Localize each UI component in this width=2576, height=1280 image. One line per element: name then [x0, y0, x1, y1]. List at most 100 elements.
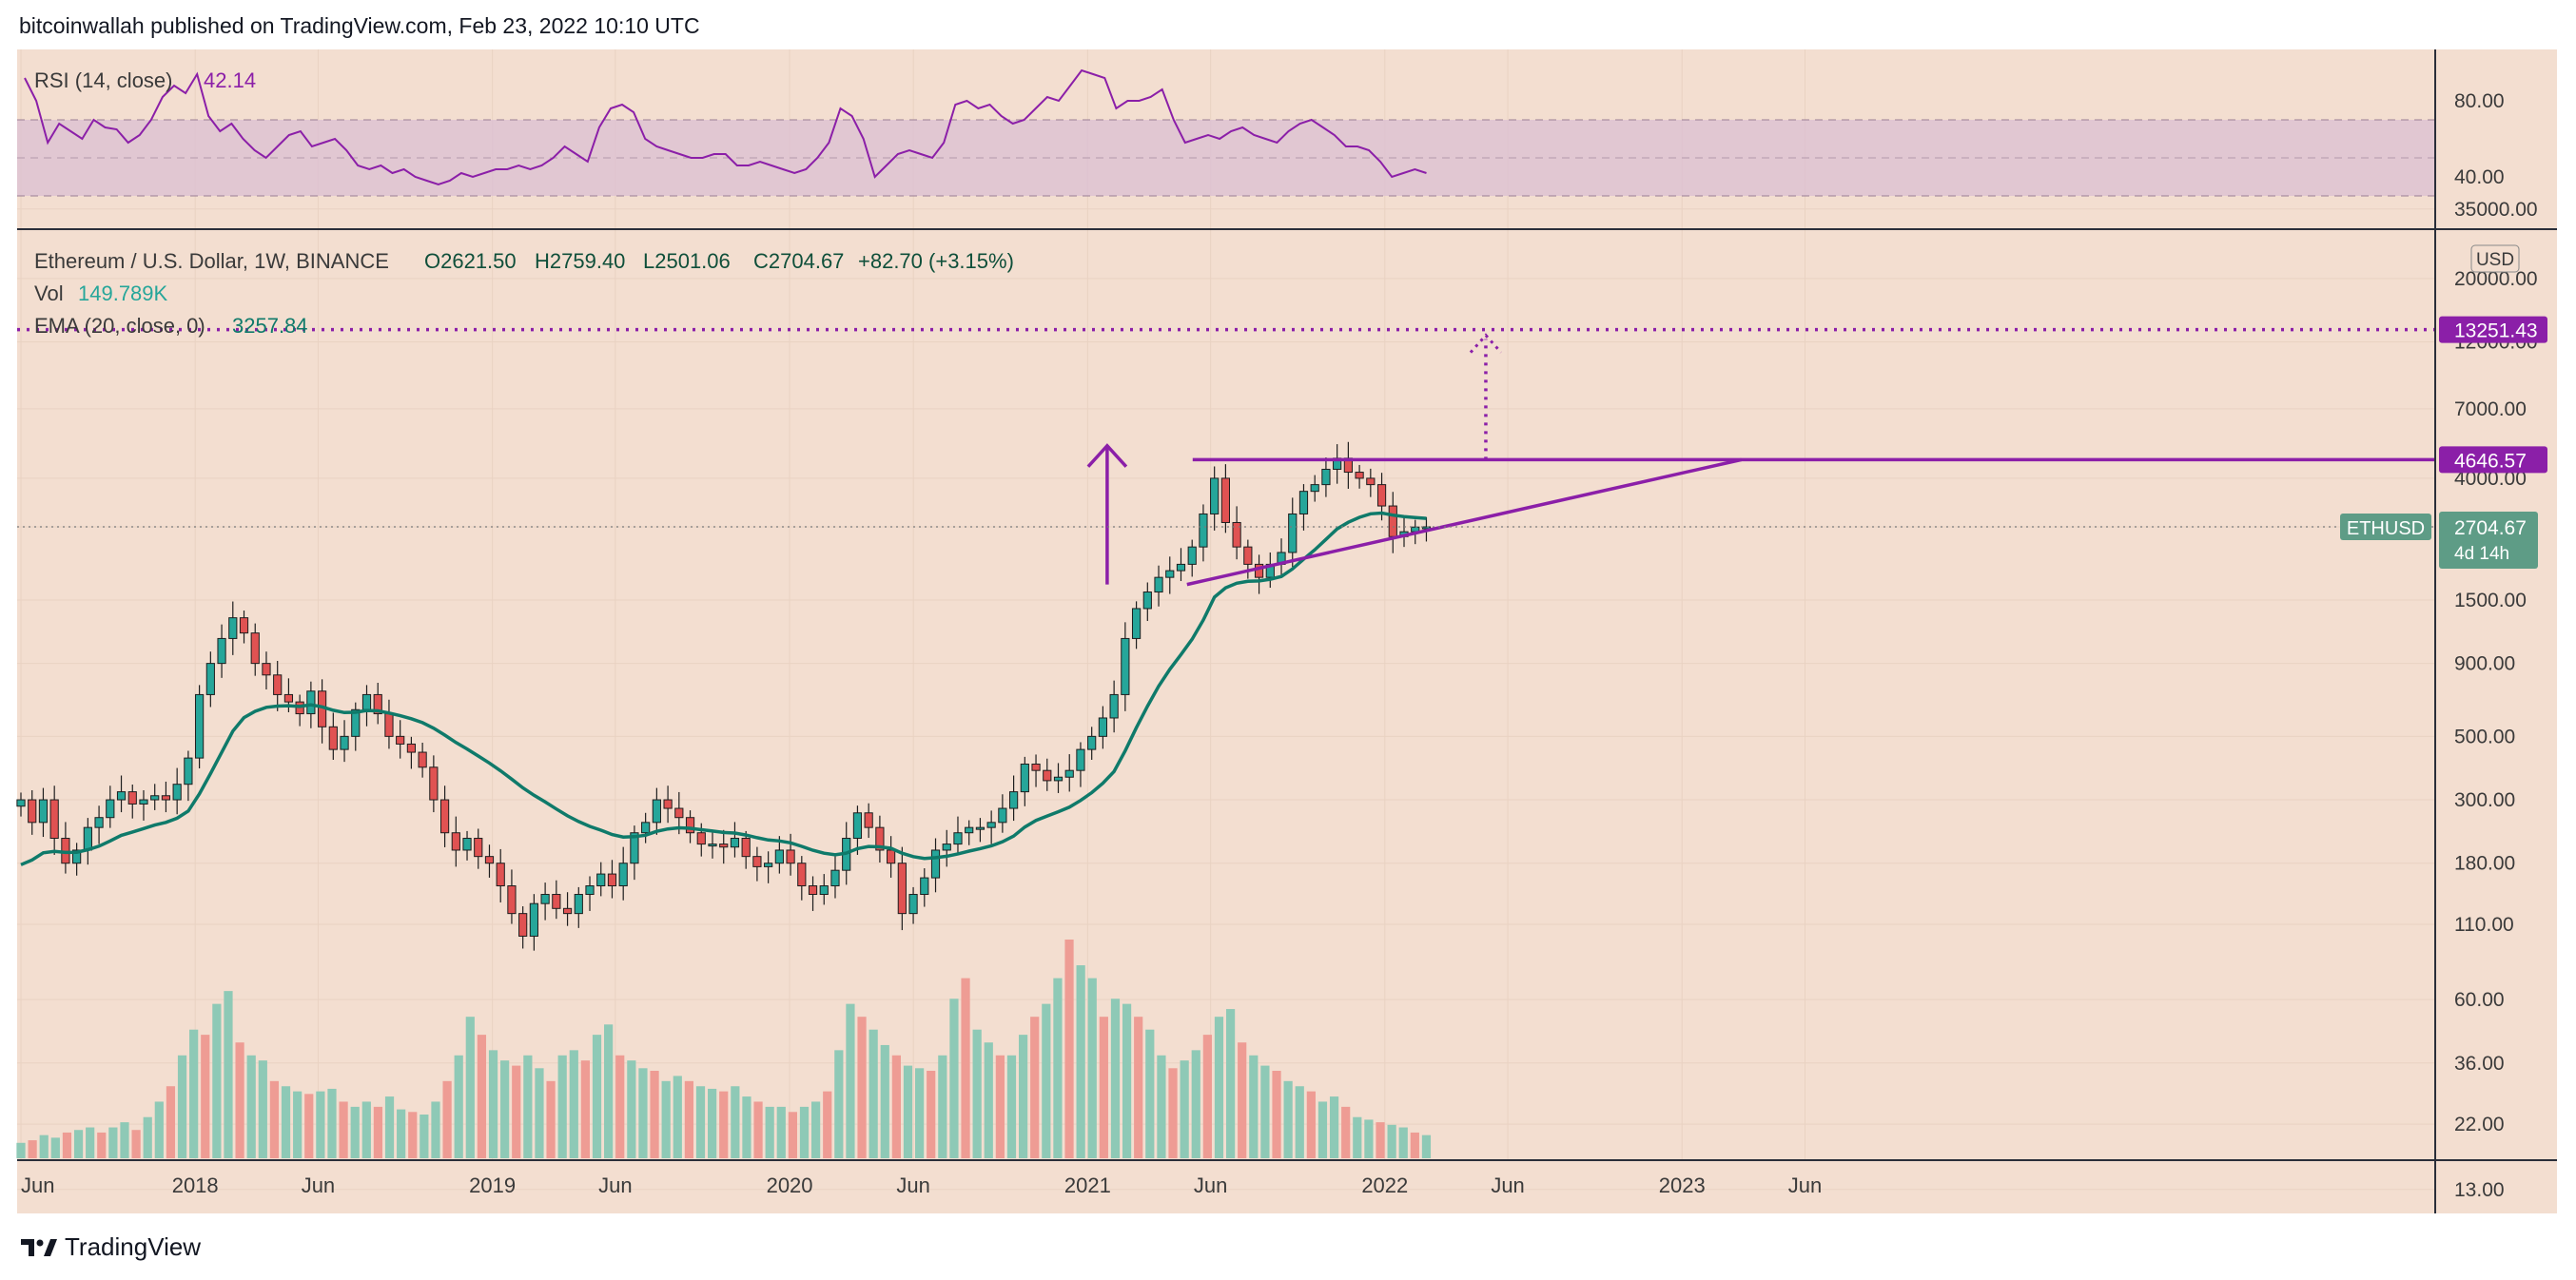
volume-bar — [580, 1060, 591, 1158]
volume-bar — [546, 1080, 556, 1158]
candle-body — [1008, 791, 1019, 809]
volume-bar — [880, 1044, 889, 1158]
volume-bar — [120, 1122, 129, 1158]
candle-body — [574, 894, 583, 915]
candle-body — [172, 784, 182, 801]
volume-bar — [846, 1003, 855, 1158]
volume-bar — [1341, 1106, 1351, 1158]
candle-body — [1220, 477, 1230, 523]
candle-body — [1187, 546, 1197, 565]
volume-bar — [1387, 1124, 1396, 1158]
volume-bar — [1134, 1017, 1143, 1158]
publish-header: bitcoinwallah published on TradingView.c… — [19, 13, 700, 39]
volume-bar — [316, 1091, 325, 1158]
volume-bar — [50, 1137, 60, 1158]
volume-bar — [949, 999, 959, 1158]
volume-bar — [731, 1086, 740, 1158]
volume-bar — [799, 1106, 810, 1158]
rsi-legend-value: 42.14 — [204, 68, 256, 92]
candle-body — [674, 807, 684, 819]
volume-bar — [384, 1096, 395, 1158]
volume-bar — [719, 1091, 729, 1158]
volume-bar — [454, 1055, 463, 1158]
volume-bar — [1076, 965, 1085, 1158]
volume-bar — [154, 1101, 164, 1158]
candle-body — [1388, 505, 1397, 537]
volume-bar — [984, 1042, 993, 1158]
candle-body — [752, 856, 762, 867]
candle-body — [484, 856, 495, 864]
candle-body — [418, 751, 427, 768]
candle-body — [1154, 576, 1163, 593]
volume-bar — [1306, 1091, 1316, 1158]
candle-body — [652, 799, 661, 824]
volume-bar — [62, 1132, 72, 1158]
volume-bar — [28, 1140, 37, 1158]
price-tick-label: 7000.00 — [2454, 398, 2527, 420]
time-tick-label: Jun — [302, 1173, 335, 1197]
candle-body — [808, 885, 818, 896]
volume-bar — [269, 1080, 280, 1158]
candle-body — [1031, 763, 1041, 771]
volume-bar — [258, 1060, 267, 1158]
candle-body — [1321, 468, 1331, 486]
volume-bar — [1249, 1055, 1259, 1158]
candle-body — [641, 822, 651, 834]
volume-bar — [903, 1065, 913, 1158]
candle-body — [72, 849, 82, 864]
volume-bar — [1283, 1080, 1293, 1158]
candle-body — [1043, 769, 1052, 782]
volume-bar — [465, 1017, 475, 1158]
candle-body — [1064, 769, 1074, 778]
volume-bar — [442, 1080, 452, 1158]
level-tag-bg — [2439, 316, 2547, 343]
volume-bar — [961, 978, 970, 1158]
volume-bar — [397, 1109, 406, 1158]
candle-body — [127, 791, 137, 805]
symbol-title: Ethereum / U.S. Dollar, 1W, BINANCE — [34, 249, 389, 273]
volume-bar — [304, 1094, 314, 1158]
volume-bar — [86, 1127, 95, 1158]
time-tick-label: 2019 — [469, 1173, 516, 1197]
volume-bar — [927, 1071, 936, 1158]
candle-body — [518, 913, 528, 937]
drawings — [17, 327, 2435, 587]
candle-body — [1131, 608, 1142, 639]
volume-bar — [788, 1112, 797, 1158]
volume-bar — [811, 1101, 821, 1158]
last-price-tag-bg — [2439, 512, 2538, 569]
candle-body — [1142, 592, 1152, 610]
ohlc-high: H2759.40 — [535, 249, 625, 273]
candle-body — [451, 832, 460, 851]
volume-bar — [1110, 999, 1121, 1158]
rsi-legend-label: RSI (14, close) — [34, 68, 173, 92]
volume-bar — [1421, 1135, 1432, 1158]
candle-body — [830, 869, 840, 887]
price-tick-label: 13.00 — [2454, 1179, 2505, 1201]
footer: TradingView — [19, 1232, 201, 1262]
candle-body — [351, 708, 361, 737]
candle-body — [507, 885, 517, 915]
volume-bar — [1122, 1003, 1132, 1158]
candle-body — [283, 693, 294, 703]
currency-tag-bg — [2470, 244, 2520, 273]
last-price-label: 2704.67 — [2454, 517, 2527, 539]
volume-bar — [431, 1101, 440, 1158]
volume-bar — [97, 1132, 107, 1158]
level-tag-label: 4646.57 — [2454, 450, 2527, 472]
candle-body — [439, 799, 450, 834]
candle-body — [741, 838, 751, 858]
candle-body — [228, 617, 238, 639]
volume-bar — [500, 1060, 510, 1158]
candle-body — [1098, 717, 1108, 737]
volume-bar — [891, 1055, 901, 1158]
volume-bar — [143, 1116, 152, 1158]
candle-body — [920, 877, 929, 896]
candle-body — [273, 674, 283, 695]
candle-body — [774, 849, 784, 864]
volume-bar — [1030, 1017, 1040, 1158]
volume-bar — [857, 1017, 867, 1158]
candle-body — [1121, 637, 1130, 695]
price-tick-label: 110.00 — [2454, 914, 2514, 936]
